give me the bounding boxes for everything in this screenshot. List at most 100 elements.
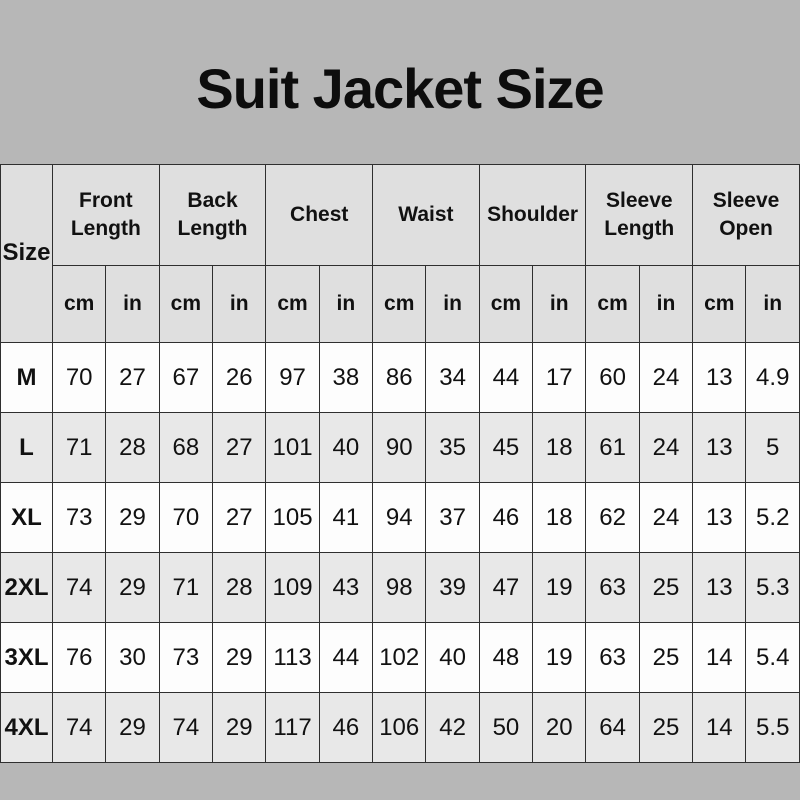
measurement-cell: 29 [105,482,160,553]
table-header: Size Front Length Back Length Chest Wais… [0,164,800,343]
measurement-cell: 109 [265,552,320,623]
column-group-shoulder: Shoulder [478,164,587,266]
measurement-cell: 13 [692,412,747,483]
measurement-cell: 19 [532,622,587,693]
unit-header-in: in [532,265,587,343]
unit-header-cm: cm [478,265,534,343]
size-label: M [0,342,53,413]
measurement-cell: 102 [372,622,427,693]
measurement-cell: 25 [638,692,694,763]
column-group-sleeve-length: Sleeve Length [585,164,694,266]
measurement-cell: 74 [158,692,214,763]
column-group-chest: Chest [265,164,374,266]
measurement-cell: 5.5 [745,692,800,763]
measurement-cell: 28 [105,412,160,483]
measurement-cell: 24 [638,342,694,413]
measurement-cell: 64 [585,692,640,763]
measurement-cell: 14 [692,622,747,693]
measurement-cell: 48 [478,622,534,693]
unit-header-cm: cm [692,265,747,343]
size-label: L [0,412,53,483]
measurement-cell: 47 [478,552,534,623]
measurement-cell: 29 [212,692,267,763]
header-group-row: Size Front Length Back Length Chest Wais… [0,164,800,343]
measurement-cell: 71 [51,412,107,483]
measurement-cell: 50 [478,692,534,763]
size-label: 2XL [0,552,53,623]
measurement-cell: 25 [638,622,694,693]
measurement-cell: 29 [212,622,267,693]
measurement-cell: 70 [51,342,107,413]
unit-header-cm: cm [585,265,640,343]
measurement-cell: 94 [372,482,427,553]
measurement-cell: 18 [532,482,587,553]
measurement-cell: 38 [318,342,374,413]
size-chart-body: M 70 27 67 26 97 38 86 34 44 17 60 24 13 4.9 L 71 28 68 27 1… [0,342,800,763]
measurement-cell: 27 [212,482,267,553]
measurement-cell: 19 [532,552,587,623]
size-label: 3XL [0,622,53,693]
measurement-cell: 30 [105,622,160,693]
measurement-cell: 101 [265,412,320,483]
page-title: Suit Jacket Size [196,56,604,120]
measurement-cell: 26 [212,342,267,413]
column-group-front-length: Front Length [52,164,160,266]
measurement-cell: 40 [318,412,374,483]
measurement-cell: 40 [425,622,480,693]
measurement-cell: 67 [158,342,214,413]
measurement-cell: 63 [585,552,640,623]
measurement-cell: 39 [425,552,480,623]
measurement-cell: 44 [478,342,534,413]
measurement-cell: 74 [51,692,107,763]
measurement-cell: 4.9 [745,342,800,413]
measurement-cell: 13 [692,552,747,623]
measurement-cell: 63 [585,622,640,693]
measurement-cell: 17 [532,342,587,413]
measurement-cell: 76 [51,622,107,693]
measurement-cell: 41 [318,482,374,553]
measurement-cell: 37 [425,482,480,553]
measurement-cell: 27 [212,412,267,483]
table-row: XL 73 29 70 27 105 41 94 37 46 18 62 24 13 5.2 [0,482,800,553]
measurement-cell: 35 [425,412,480,483]
column-header-size: Size [0,164,53,343]
unit-header-in: in [638,265,694,343]
measurement-cell: 29 [105,552,160,623]
measurement-cell: 5.2 [745,482,800,553]
measurement-cell: 117 [265,692,320,763]
unit-header-in: in [745,265,800,343]
measurement-cell: 113 [265,622,320,693]
table-row: 4XL 74 29 74 29 117 46 106 42 50 20 64 25 14 5.5 [0,692,800,763]
unit-header-cm: cm [158,265,214,343]
measurement-cell: 106 [372,692,427,763]
measurement-cell: 97 [265,342,320,413]
title-area: Suit Jacket Size [0,0,800,164]
measurement-cell: 5.4 [745,622,800,693]
measurement-cell: 45 [478,412,534,483]
table-row: 2XL 74 29 71 28 109 43 98 39 47 19 63 25 13 5.3 [0,552,800,623]
measurement-cell: 43 [318,552,374,623]
measurement-cell: 74 [51,552,107,623]
measurement-cell: 62 [585,482,640,553]
measurement-cell: 18 [532,412,587,483]
size-label: XL [0,482,53,553]
measurement-cell: 70 [158,482,214,553]
measurement-cell: 44 [318,622,374,693]
unit-header-in: in [425,265,480,343]
unit-header-cm: cm [51,265,107,343]
measurement-cell: 5.3 [745,552,800,623]
measurement-cell: 71 [158,552,214,623]
measurement-cell: 34 [425,342,480,413]
measurement-cell: 25 [638,552,694,623]
measurement-cell: 46 [318,692,374,763]
measurement-cell: 28 [212,552,267,623]
unit-header-in: in [212,265,267,343]
measurement-cell: 13 [692,342,747,413]
unit-header-cm: cm [372,265,427,343]
measurement-cell: 90 [372,412,427,483]
measurement-cell: 13 [692,482,747,553]
measurement-cell: 24 [638,482,694,553]
unit-header-in: in [105,265,160,343]
column-group-sleeve-open: Sleeve Open [692,164,800,266]
